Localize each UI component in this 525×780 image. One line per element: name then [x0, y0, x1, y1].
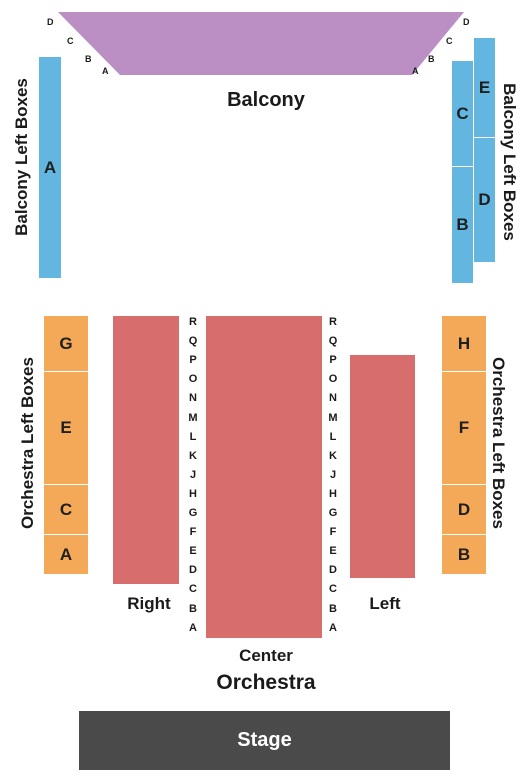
orchestra-row-label: F [329, 526, 337, 539]
orchestra-center-label: Center [239, 646, 293, 665]
orchestra-row-label: L [189, 430, 197, 443]
orchestra-row-label: K [189, 449, 197, 462]
balcony-row-left-d: D [47, 17, 54, 27]
orchestra-row-label: L [329, 430, 337, 443]
orchestra-row-label: H [189, 487, 197, 500]
orchestra-row-label: Q [328, 335, 338, 348]
orchestra-row-label: F [189, 526, 197, 539]
orchestra-box-b[interactable]: B [442, 535, 486, 574]
orchestra-right-boxes-label: Orchestra Left Boxes [489, 357, 508, 529]
balcony-box-c[interactable]: C [452, 61, 473, 166]
balcony-row-left-a: A [102, 66, 109, 76]
balcony-label: Balcony [227, 89, 305, 111]
orchestra-row-label: Q [188, 335, 198, 348]
orchestra-box-h[interactable]: H [442, 316, 486, 371]
orchestra-row-label: O [328, 373, 338, 386]
orchestra-row-label: M [328, 411, 338, 424]
balcony-box-d[interactable]: D [474, 138, 495, 262]
orchestra-row-label: O [188, 373, 198, 386]
orchestra-row-label: R [189, 316, 197, 328]
balcony-left-boxes-label: Balcony Left Boxes [12, 78, 31, 236]
balcony-box-e[interactable]: E [474, 38, 495, 137]
orchestra-row-label: K [329, 449, 337, 462]
orchestra-row-label: M [188, 411, 198, 424]
orchestra-box-e[interactable]: E [44, 372, 88, 484]
balcony-box-a[interactable]: A [39, 57, 61, 278]
orchestra-row-label: G [328, 507, 338, 519]
orchestra-box-d[interactable]: D [442, 485, 486, 534]
orchestra-row-label: H [329, 487, 337, 500]
orchestra-row-label: D [329, 564, 337, 577]
orchestra-row-label: J [329, 468, 337, 481]
orchestra-row-label: N [329, 392, 337, 405]
orchestra-row-label: P [189, 354, 197, 367]
orchestra-row-label: J [189, 468, 197, 481]
orchestra-row-label: G [188, 507, 198, 519]
orchestra-row-label: B [329, 602, 337, 615]
orchestra-right-section[interactable] [113, 316, 179, 584]
orchestra-row-label: E [189, 545, 197, 558]
orchestra-center-section[interactable] [206, 316, 322, 638]
orchestra-right-label: Right [127, 594, 171, 613]
balcony-section[interactable] [0, 0, 525, 90]
orchestra-left-boxes-label: Orchestra Left Boxes [18, 357, 37, 529]
balcony-row-left-b: B [85, 54, 92, 64]
orchestra-left-label: Left [369, 594, 401, 613]
orchestra-label: Orchestra [216, 671, 316, 694]
orchestra-box-g[interactable]: G [44, 316, 88, 371]
orchestra-row-label: N [189, 392, 197, 405]
orchestra-row-label: R [329, 316, 337, 328]
orchestra-box-c[interactable]: C [44, 485, 88, 534]
balcony-row-right-c: C [446, 36, 453, 46]
orchestra-row-label: P [329, 354, 337, 367]
balcony-right-boxes-label: Balcony Left Boxes [500, 83, 519, 241]
balcony-box-b[interactable]: B [452, 167, 473, 283]
orchestra-left-section[interactable] [350, 355, 415, 578]
balcony-row-left-c: C [67, 36, 74, 46]
stage-label: Stage [237, 729, 292, 751]
balcony-row-right-a: A [412, 66, 419, 76]
orchestra-row-label: B [189, 602, 197, 615]
orchestra-row-label: C [329, 583, 337, 596]
orchestra-row-label: D [189, 564, 197, 577]
balcony-row-right-d: D [463, 17, 470, 27]
orchestra-row-label: A [329, 621, 337, 634]
orchestra-row-label: E [329, 545, 337, 558]
balcony-row-right-b: B [428, 54, 435, 64]
orchestra-row-label: A [189, 621, 197, 634]
orchestra-box-f[interactable]: F [442, 372, 486, 484]
stage: Stage [79, 711, 450, 770]
orchestra-box-a[interactable]: A [44, 535, 88, 574]
orchestra-row-label: C [189, 583, 197, 596]
